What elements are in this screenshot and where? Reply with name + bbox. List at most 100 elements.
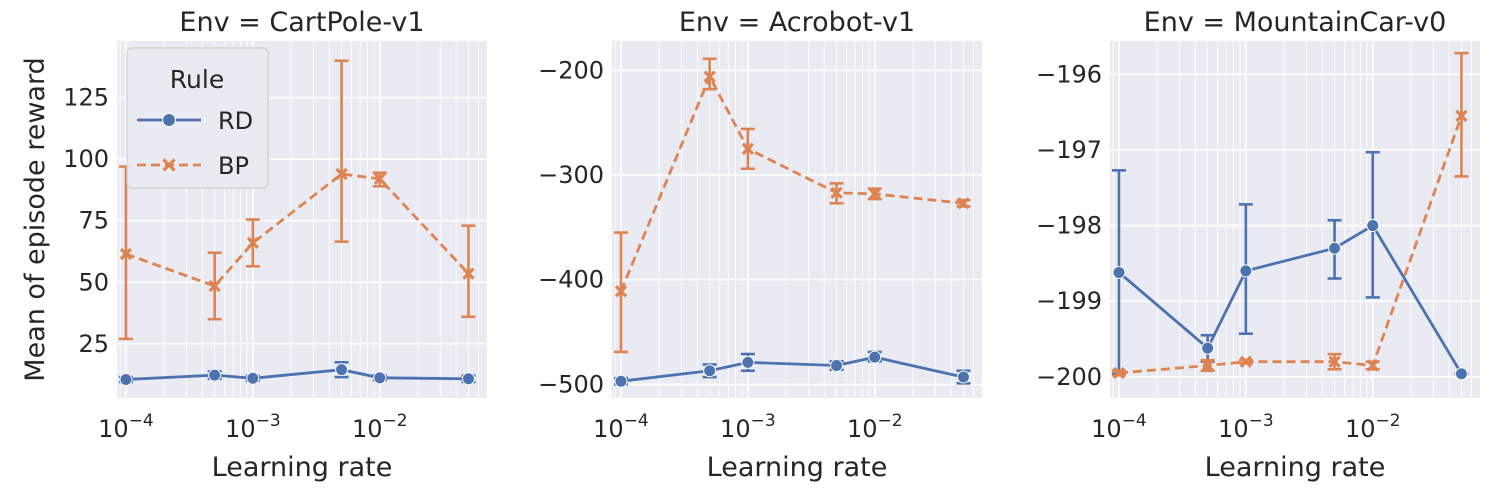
series-group — [1111, 51, 1469, 381]
data-point — [830, 186, 843, 199]
x-tick-label: 10−2 — [847, 411, 903, 443]
data-point — [1239, 264, 1253, 278]
y-tick-label: −200 — [1036, 363, 1102, 391]
x-tick-label: 10−4 — [98, 411, 154, 443]
data-point — [957, 197, 970, 210]
x-axis-label: Learning rate — [212, 452, 393, 483]
data-point — [462, 267, 475, 280]
data-point — [1328, 241, 1342, 255]
data-point — [246, 236, 259, 250]
data-point — [119, 247, 133, 261]
x-tick-label: 10−3 — [720, 411, 776, 443]
y-axis-label: Mean of episode reward — [20, 57, 51, 381]
data-point — [373, 371, 387, 385]
data-point — [1328, 355, 1341, 368]
legend-title: Rule — [170, 65, 224, 94]
series-rd — [613, 350, 971, 388]
y-tick-label: −199 — [1036, 287, 1102, 315]
series-line — [125, 172, 470, 288]
data-point — [830, 359, 844, 373]
data-point — [1201, 341, 1215, 355]
series-bp — [1111, 51, 1469, 380]
x-tick-exponent: −2 — [877, 411, 902, 431]
y-tick-label: −197 — [1036, 136, 1102, 164]
series-line — [125, 368, 469, 381]
y-tick-label: −198 — [1036, 212, 1102, 240]
data-point — [1201, 359, 1214, 372]
data-point — [1112, 366, 1126, 380]
data-point — [868, 187, 881, 200]
data-point — [868, 350, 882, 364]
series-group — [118, 59, 476, 387]
y-tick-label: 75 — [78, 207, 109, 235]
y-tick-label: −200 — [538, 56, 604, 84]
data-point — [461, 372, 475, 386]
x-axis-label: Learning rate — [707, 452, 888, 483]
grid — [612, 41, 982, 398]
y-tick-label: −300 — [538, 161, 604, 189]
x-tick-base: 10 — [1218, 415, 1249, 443]
series-bp — [613, 57, 971, 354]
data-point — [614, 285, 628, 298]
x-tick-base: 10 — [352, 415, 383, 443]
data-point — [1366, 359, 1379, 372]
data-point — [956, 370, 970, 384]
data-point — [741, 355, 755, 369]
legend-frame — [126, 47, 269, 189]
y-tick-label: 50 — [78, 268, 109, 296]
data-point — [335, 167, 348, 181]
data-point — [614, 374, 628, 388]
data-point — [703, 70, 716, 83]
x-tick-exponent: −2 — [382, 411, 407, 431]
plot-background — [1110, 41, 1480, 398]
data-point — [373, 172, 386, 186]
x-tick-base: 10 — [1345, 415, 1376, 443]
y-tick-label: −196 — [1036, 60, 1102, 88]
panel-title: Env = CartPole-v1 — [179, 7, 424, 38]
legend: Rule RD BP — [126, 47, 269, 189]
legend-label: BP — [218, 152, 249, 180]
legend-marker — [162, 158, 176, 172]
data-point — [246, 371, 260, 385]
y-tick-label: 100 — [63, 145, 109, 173]
x-tick-label: 10−2 — [352, 411, 408, 443]
data-point — [1239, 355, 1252, 368]
x-tick-base: 10 — [847, 415, 878, 443]
x-tick-label: 10−3 — [225, 411, 281, 443]
x-tick-exponent: −3 — [256, 411, 281, 431]
x-tick-exponent: −4 — [1122, 411, 1147, 431]
series-line — [1118, 115, 1463, 375]
x-tick-exponent: −3 — [1249, 411, 1274, 431]
series-line — [620, 355, 964, 383]
y-tick-label: 25 — [78, 330, 109, 358]
series-group — [613, 57, 971, 388]
x-tick-exponent: −2 — [1375, 411, 1400, 431]
y-tick-label: −400 — [538, 266, 604, 294]
x-tick-base: 10 — [593, 415, 624, 443]
data-point — [208, 368, 222, 382]
legend-marker — [162, 113, 176, 127]
plot-background — [612, 41, 982, 398]
data-point — [208, 279, 221, 293]
x-tick-label: 10−4 — [1091, 411, 1147, 443]
data-point — [1454, 367, 1468, 381]
data-point — [335, 363, 349, 377]
panel-title: Env = MountainCar-v0 — [1144, 7, 1447, 38]
x-tick-label: 10−2 — [1345, 411, 1401, 443]
x-tick-label: 10−3 — [1218, 411, 1274, 443]
panel-title: Env = Acrobot-v1 — [679, 7, 915, 38]
x-tick-base: 10 — [225, 415, 256, 443]
x-tick-base: 10 — [1091, 415, 1122, 443]
x-axis-label: Learning rate — [1205, 452, 1386, 483]
data-point — [1455, 109, 1468, 123]
series-rd — [1111, 150, 1469, 381]
data-point — [1112, 265, 1126, 279]
legend-label: RD — [218, 107, 253, 135]
data-point — [119, 373, 133, 387]
y-tick-label: −500 — [538, 370, 604, 398]
x-tick-label: 10−4 — [593, 411, 649, 443]
grid — [1110, 41, 1480, 398]
